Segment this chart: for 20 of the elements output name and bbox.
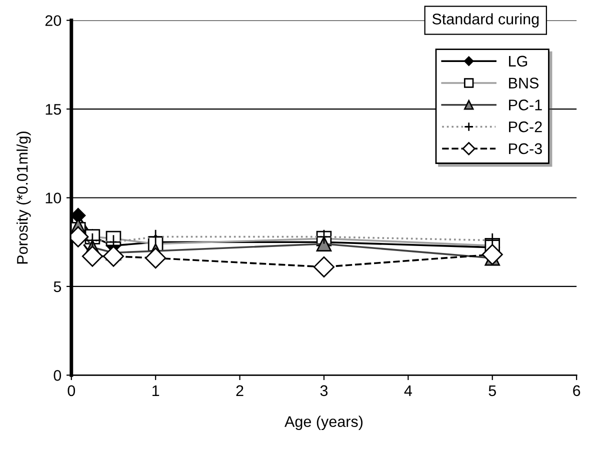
y-tick-label: 5 — [54, 281, 62, 292]
x-tick-label: 0 — [68, 385, 76, 396]
x-tick-label: 2 — [236, 385, 244, 396]
x-tick-label: 5 — [488, 385, 496, 396]
y-tick-label: 10 — [46, 192, 62, 204]
y-tick-label: 15 — [46, 104, 62, 115]
x-tick-label: 6 — [573, 385, 580, 396]
x-tick-label: 1 — [152, 385, 160, 396]
chart-title: Standard curing — [432, 13, 539, 28]
x-tick-label: 3 — [320, 385, 328, 396]
y-tick-label: 20 — [45, 15, 62, 26]
legend-label: BNS — [509, 78, 539, 88]
x-axis-title: Age (years) — [284, 416, 363, 430]
legend-label: PC-2 — [509, 121, 542, 132]
legend-label: LG — [509, 56, 528, 67]
legend-label: PC-3 — [509, 143, 542, 154]
legend-label: PC-1 — [509, 100, 542, 110]
y-axis-title: Porosity (*0.01ml/g) — [16, 132, 31, 264]
y-tick-label: 0 — [54, 370, 62, 381]
x-tick-label: 4 — [404, 385, 412, 396]
